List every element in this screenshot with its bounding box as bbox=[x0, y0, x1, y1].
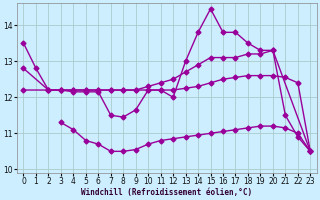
X-axis label: Windchill (Refroidissement éolien,°C): Windchill (Refroidissement éolien,°C) bbox=[81, 188, 252, 197]
